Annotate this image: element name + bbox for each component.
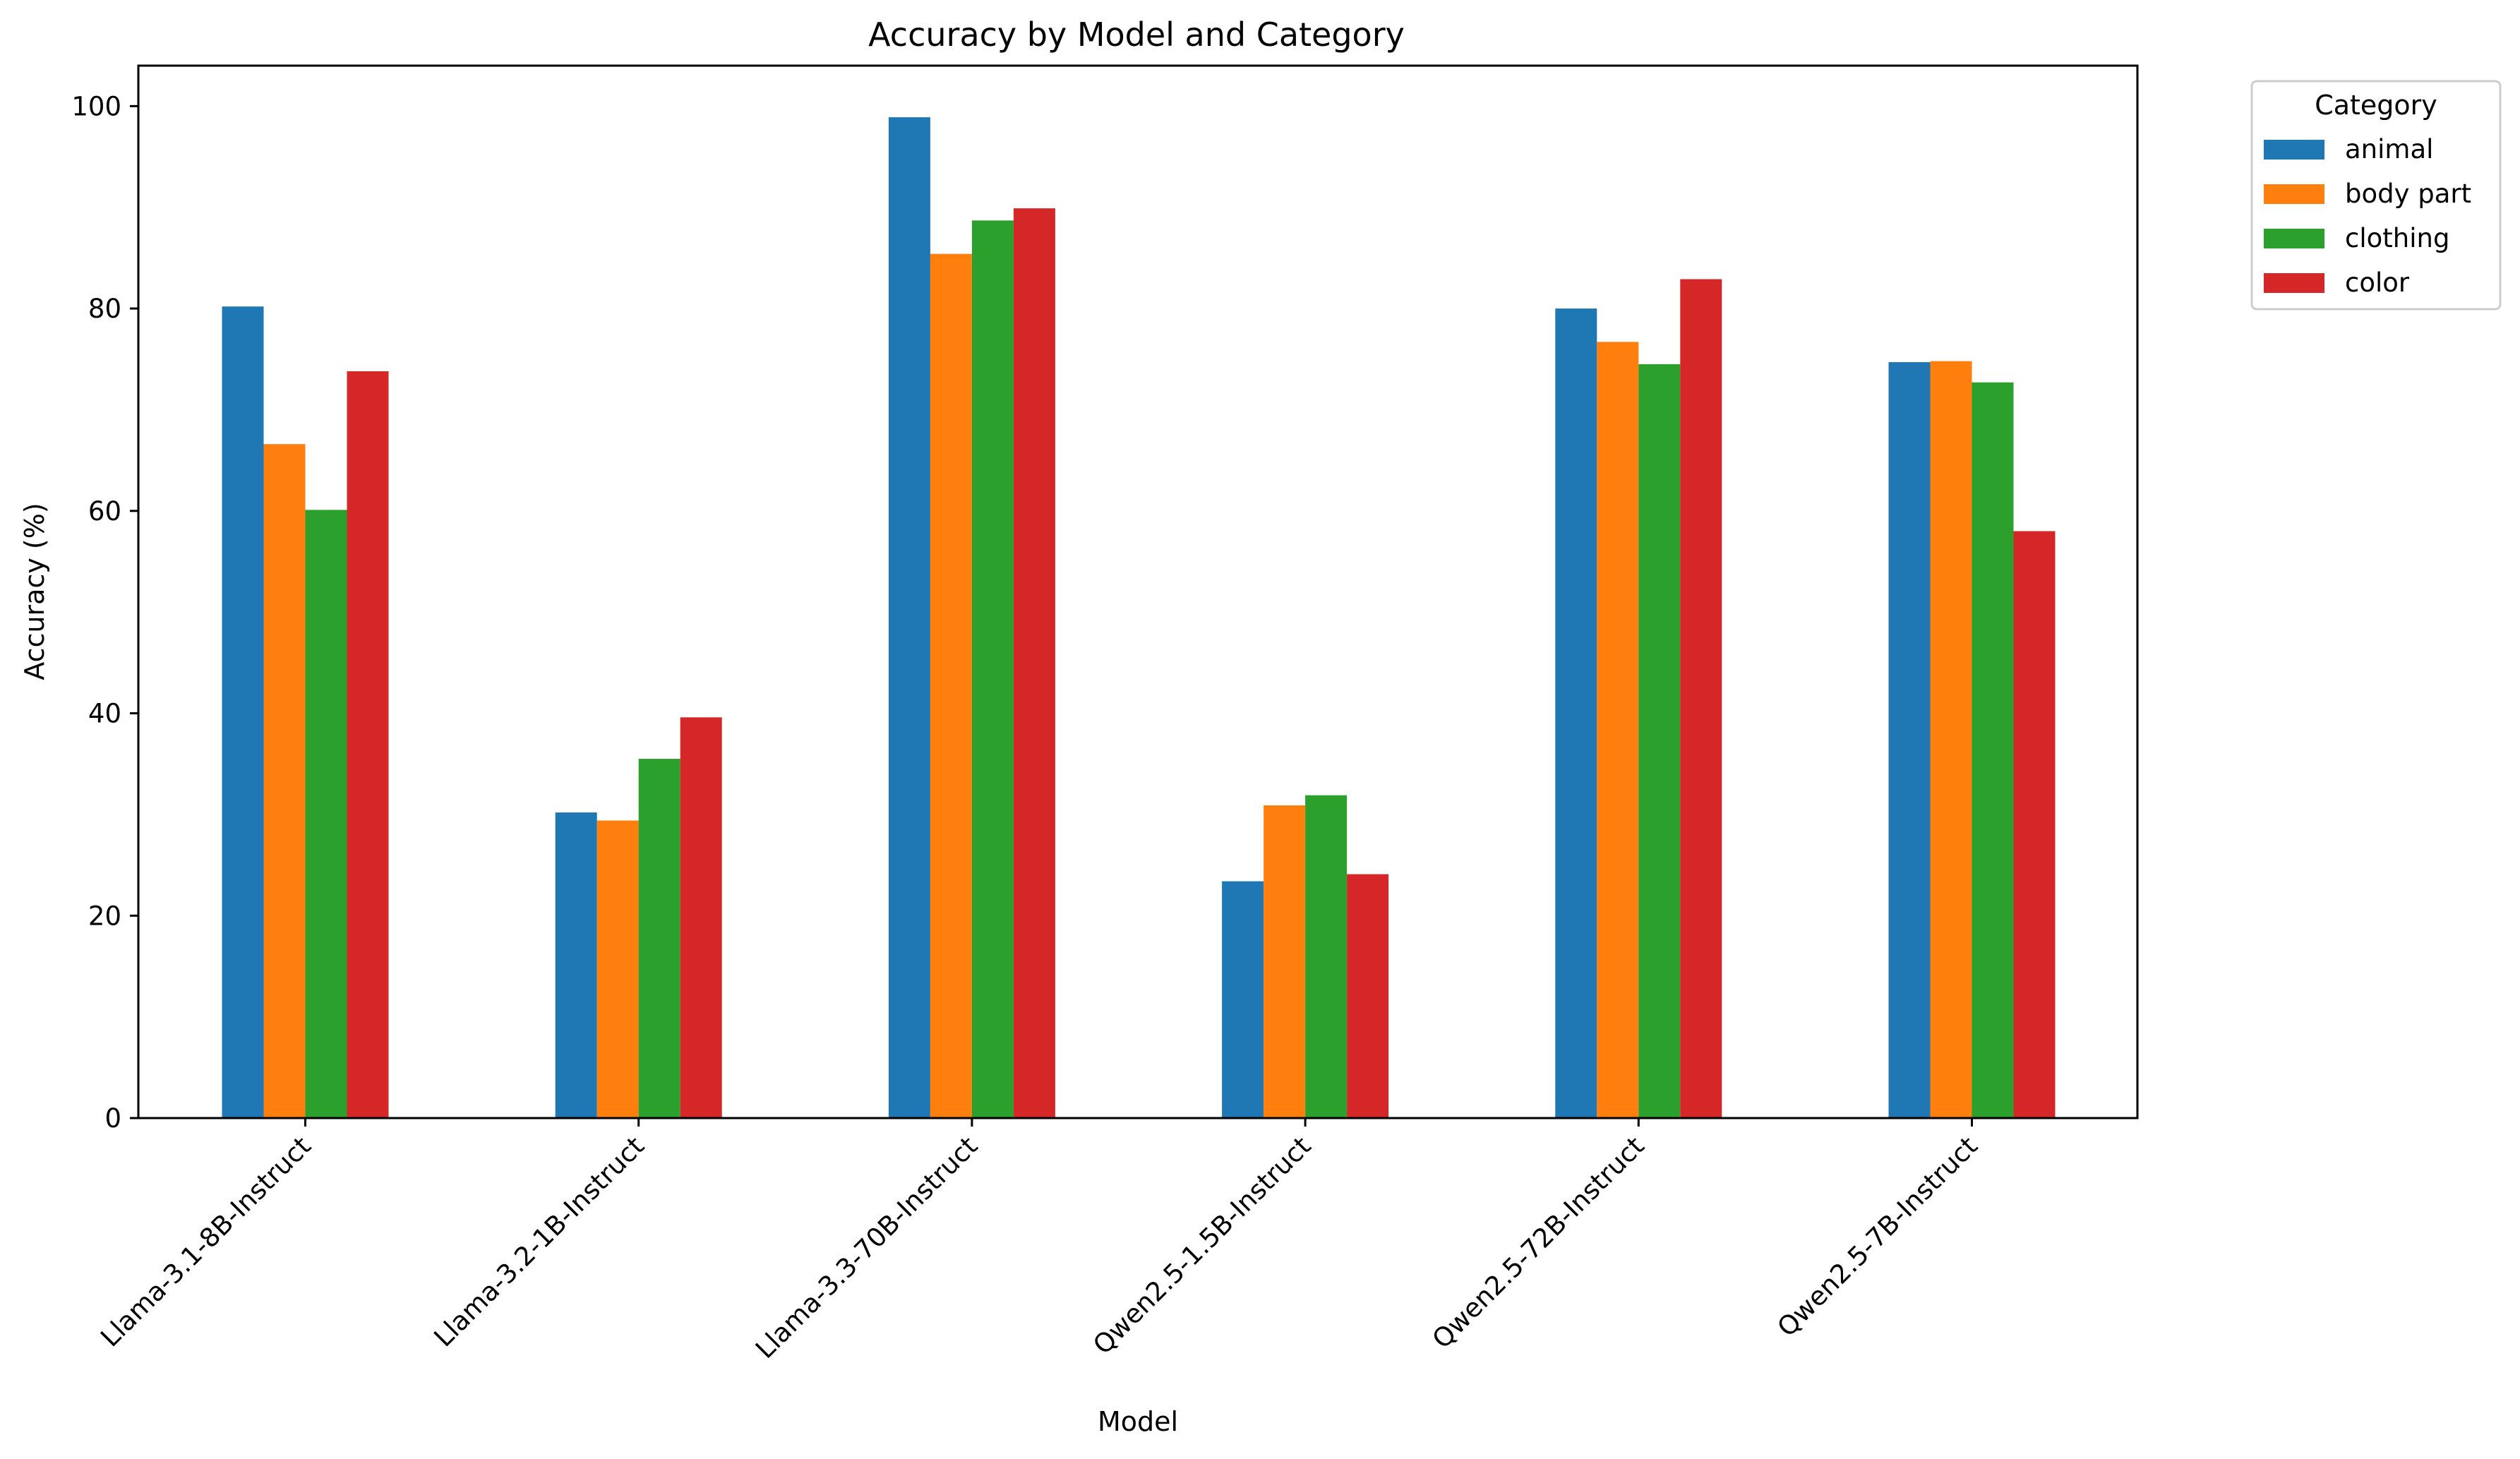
bar-animal-4	[1555, 308, 1597, 1119]
bar-color-0	[347, 371, 389, 1119]
bar-body-part-4	[1597, 342, 1639, 1119]
y-tick-label: 100	[71, 91, 121, 121]
x-tick-label: Qwen2.5-7B-Instruct	[1772, 1131, 1984, 1343]
bar-clothing-0	[305, 510, 347, 1118]
bar-body-part-3	[1264, 805, 1306, 1118]
bar-body-part-1	[596, 820, 639, 1118]
bar-clothing-5	[1972, 382, 2014, 1118]
bars-layer	[222, 117, 2056, 1119]
x-tick-label: Qwen2.5-72B-Instruct	[1427, 1131, 1650, 1355]
x-axis-label: Model	[1098, 1406, 1178, 1437]
y-tick-label: 20	[88, 901, 121, 931]
y-axis-label: Accuracy (%)	[19, 503, 50, 680]
bar-clothing-1	[638, 759, 680, 1118]
bar-color-5	[2013, 531, 2056, 1118]
bar-animal-3	[1222, 881, 1264, 1118]
bar-color-4	[1680, 279, 1722, 1118]
bar-animal-0	[222, 306, 264, 1119]
bar-clothing-3	[1305, 795, 1348, 1118]
legend-title: Category	[2315, 90, 2437, 121]
y-tick-label: 0	[104, 1103, 121, 1134]
legend-label-color: color	[2345, 268, 2410, 298]
legend-swatch-color	[2264, 273, 2324, 293]
bar-color-1	[680, 717, 722, 1118]
bar-clothing-4	[1638, 364, 1681, 1118]
legend-swatch-animal	[2264, 140, 2324, 160]
legend-swatch-clothing	[2264, 229, 2324, 248]
bar-animal-2	[888, 117, 930, 1119]
bar-color-3	[1347, 874, 1389, 1118]
bar-body-part-5	[1930, 361, 1972, 1118]
x-tick-label: Qwen2.5-1.5B-Instruct	[1087, 1131, 1316, 1360]
chart-title: Accuracy by Model and Category	[868, 16, 1405, 54]
x-axis: Llama-3.1-8B-Instruct Llama-3.2-1B-Instru…	[95, 1118, 1984, 1364]
legend-label-clothing: clothing	[2345, 223, 2449, 253]
y-tick-label: 40	[88, 699, 121, 729]
bar-animal-5	[1888, 362, 1931, 1118]
y-tick-label: 80	[88, 294, 121, 324]
bar-color-2	[1013, 208, 1055, 1118]
x-tick-label: Llama-3.2-1B-Instruct	[428, 1131, 650, 1352]
legend-swatch-body-part	[2264, 184, 2324, 204]
legend: Category animal body part clothing color	[2250, 80, 2502, 311]
legend-box	[2250, 80, 2502, 311]
x-tick-label: Llama-3.3-70B-Instruct	[750, 1131, 983, 1364]
x-tick-label: Llama-3.1-8B-Instruct	[95, 1131, 316, 1352]
legend-items: animal body part clothing color	[2264, 134, 2471, 298]
legend-label-body-part: body part	[2345, 179, 2471, 209]
plot-frame	[137, 64, 2139, 1119]
legend-label-animal: animal	[2345, 134, 2433, 164]
bar-body-part-2	[930, 253, 972, 1118]
bar-body-part-0	[263, 444, 306, 1118]
y-axis: 0 20 40 60 80 100	[71, 91, 138, 1134]
bar-animal-1	[555, 812, 597, 1118]
bar-clothing-2	[971, 220, 1014, 1119]
y-tick-label: 60	[88, 496, 121, 527]
